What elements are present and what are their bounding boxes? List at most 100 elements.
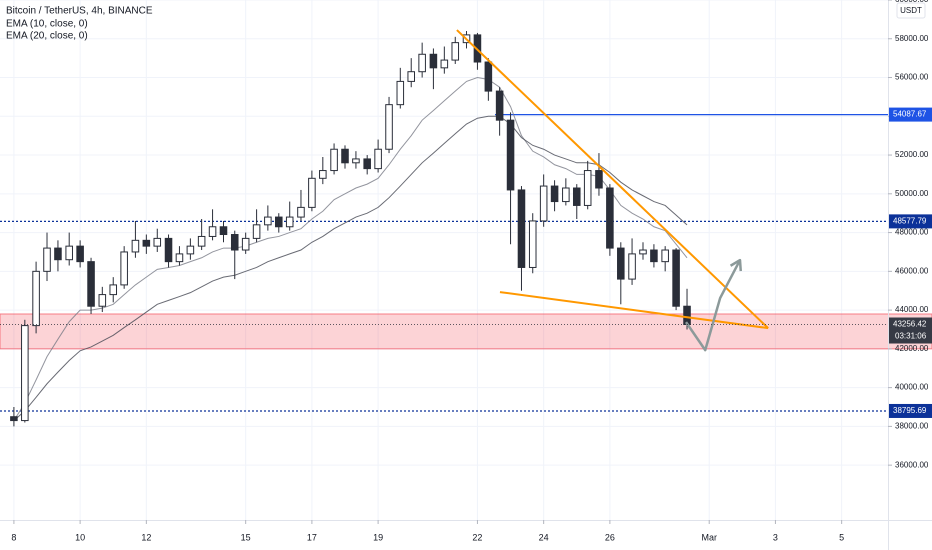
price-level-label: 54087.67 xyxy=(893,110,927,119)
candle-body xyxy=(606,187,614,249)
x-tick-label: 19 xyxy=(373,532,383,542)
candle-body xyxy=(65,245,73,261)
candle-body xyxy=(418,53,426,73)
trend-line xyxy=(499,291,769,330)
price-level-box xyxy=(889,214,932,229)
candle-body xyxy=(54,247,62,261)
candle-body xyxy=(21,325,29,422)
candle-body xyxy=(352,158,360,164)
candle-body xyxy=(197,235,206,247)
candle-body xyxy=(275,216,283,228)
candle-body xyxy=(650,249,658,263)
currency-label: USDT xyxy=(900,6,922,15)
y-tick-label: 38000.00 xyxy=(895,421,929,430)
candle-body xyxy=(319,170,327,179)
countdown-label: 03:31:06 xyxy=(895,332,927,341)
support-zone xyxy=(0,313,932,350)
candle-body xyxy=(142,239,151,247)
candle-body xyxy=(109,284,118,296)
candle-body xyxy=(341,148,349,164)
x-tick-label: 12 xyxy=(141,532,151,542)
candle-body xyxy=(43,247,51,272)
candle-body xyxy=(219,226,228,236)
candle-body xyxy=(363,158,371,170)
x-tick-label: 5 xyxy=(839,532,844,542)
candle-body xyxy=(517,189,526,268)
candle-body xyxy=(440,59,449,69)
currency-box xyxy=(896,2,926,19)
y-tick-label: 46000.00 xyxy=(895,266,929,275)
y-tick-label: 48000.00 xyxy=(895,228,929,237)
y-tick-label: 36000.00 xyxy=(895,460,929,469)
price-level-box xyxy=(889,403,932,418)
candle-body xyxy=(153,237,162,247)
candle-body xyxy=(308,177,316,208)
x-tick-label: 3 xyxy=(773,532,778,542)
y-tick-label: 44000.00 xyxy=(895,305,929,314)
candle-body xyxy=(264,216,272,226)
candle-body xyxy=(506,119,515,191)
x-tick-label: 15 xyxy=(241,532,251,542)
candle-body xyxy=(208,226,217,237)
x-tick-label: Mar xyxy=(701,532,717,542)
candle-body xyxy=(230,234,239,251)
candle-body xyxy=(241,237,250,251)
candle-body xyxy=(528,220,537,268)
y-tick-label: 52000.00 xyxy=(895,150,929,159)
candle-body xyxy=(550,185,559,203)
candle-body xyxy=(120,251,128,286)
ema-line xyxy=(13,77,688,421)
candle-body xyxy=(98,294,107,307)
candle-body xyxy=(32,270,40,327)
candle-body xyxy=(10,416,18,422)
x-tick-label: 26 xyxy=(605,532,615,542)
candle-body xyxy=(407,71,415,82)
projection-arrow xyxy=(685,259,742,352)
candle-body xyxy=(186,245,195,255)
legend-entry: EMA (20, close, 0) xyxy=(6,31,88,42)
y-tick-label: 42000.00 xyxy=(895,344,929,353)
candle-body xyxy=(562,187,570,203)
candle-body xyxy=(429,53,438,69)
last-price-box xyxy=(889,317,932,344)
candle-body xyxy=(539,185,548,222)
ema-line xyxy=(13,115,688,421)
y-tick-label: 50000.00 xyxy=(895,189,929,198)
x-tick-label: 24 xyxy=(539,532,549,542)
arrow-head xyxy=(729,258,742,272)
price-level-label: 48577.79 xyxy=(893,216,927,225)
candle-body xyxy=(330,148,338,172)
y-tick-label: 40000.00 xyxy=(895,383,929,392)
candle-body xyxy=(628,253,636,280)
price-level-label: 38795.69 xyxy=(893,406,927,415)
trend-line xyxy=(456,29,769,329)
last-price-label: 43256.42 xyxy=(893,320,927,329)
candle-body xyxy=(396,80,405,106)
candle-body xyxy=(595,170,603,189)
candle-body xyxy=(451,42,460,61)
candle-body xyxy=(285,216,294,228)
candle-body xyxy=(164,237,173,263)
candle-body xyxy=(297,206,305,218)
x-tick-label: 22 xyxy=(472,532,482,542)
axes: 36000.00 38000.00 40000.00 42000.00 44000.00… xyxy=(11,0,932,542)
candle-body xyxy=(572,187,581,206)
candle-body xyxy=(131,239,140,253)
candle-body xyxy=(374,148,382,170)
candle-body xyxy=(617,247,625,280)
x-tick-label: 8 xyxy=(11,532,16,542)
candle-body xyxy=(385,104,393,150)
candle-body xyxy=(76,245,84,263)
y-tick-label: 58000.00 xyxy=(895,34,929,43)
legend-entry: EMA (10, close, 0) xyxy=(6,19,88,30)
candle-body xyxy=(175,253,184,263)
plot-area xyxy=(0,29,932,427)
chart-title: Bitcoin / TetherUS, 4h, BINANCE xyxy=(6,6,153,17)
candle-body xyxy=(583,170,592,206)
candle-body xyxy=(87,261,95,307)
candle-body xyxy=(484,61,493,92)
y-tick-label: 56000.00 xyxy=(895,73,929,82)
